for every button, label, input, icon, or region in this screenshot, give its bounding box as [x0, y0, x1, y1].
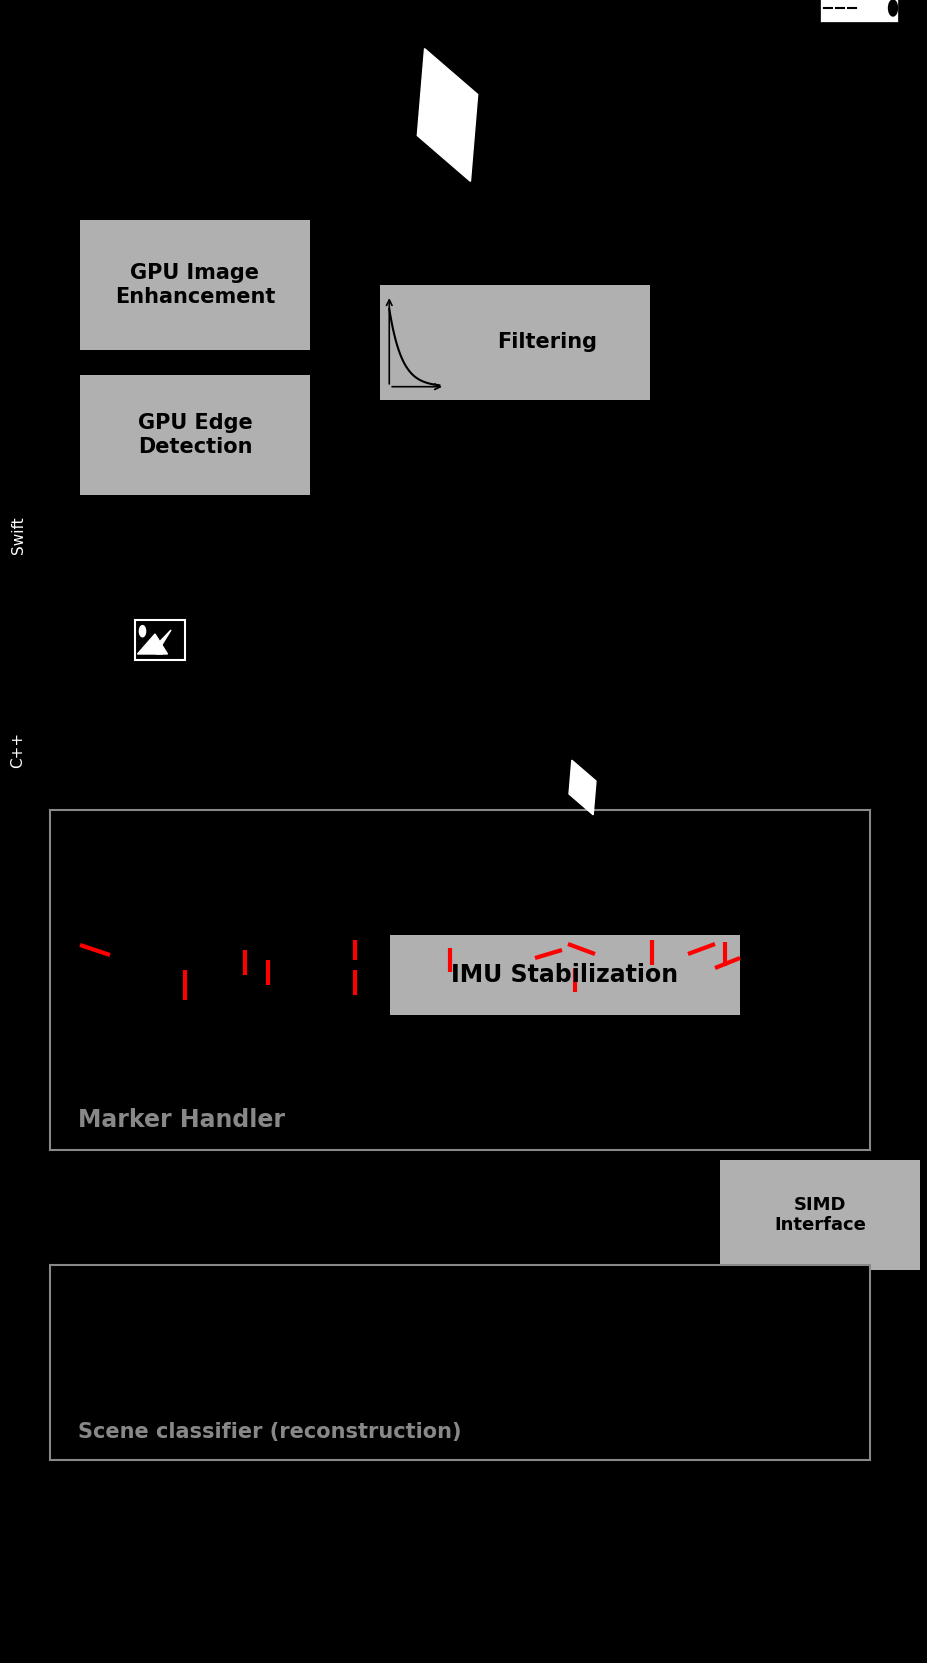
Bar	[80, 220, 310, 349]
Circle shape	[139, 625, 146, 637]
Text: Filtering: Filtering	[498, 333, 597, 353]
Text: GPU Edge
Detection: GPU Edge Detection	[137, 414, 252, 457]
Text: Swift: Swift	[10, 516, 26, 554]
Bar	[390, 935, 740, 1014]
Polygon shape	[417, 48, 477, 181]
Text: Scene classifier (reconstruction): Scene classifier (reconstruction)	[78, 1422, 462, 1442]
Bar	[820, 0, 898, 22]
Bar	[50, 1266, 870, 1460]
Text: Marker Handler: Marker Handler	[78, 1108, 285, 1133]
Polygon shape	[569, 760, 596, 815]
Bar	[135, 620, 185, 660]
Bar	[80, 374, 310, 496]
Polygon shape	[137, 634, 168, 654]
Text: C++: C++	[10, 732, 26, 768]
Bar	[720, 1161, 920, 1271]
Bar	[380, 284, 650, 401]
Text: IMU Stabilization: IMU Stabilization	[451, 963, 679, 988]
Text: SIMD
Interface: SIMD Interface	[774, 1196, 866, 1234]
Circle shape	[889, 0, 897, 17]
Polygon shape	[156, 630, 171, 654]
Bar	[50, 810, 870, 1151]
Text: GPU Image
Enhancement: GPU Image Enhancement	[115, 263, 275, 306]
